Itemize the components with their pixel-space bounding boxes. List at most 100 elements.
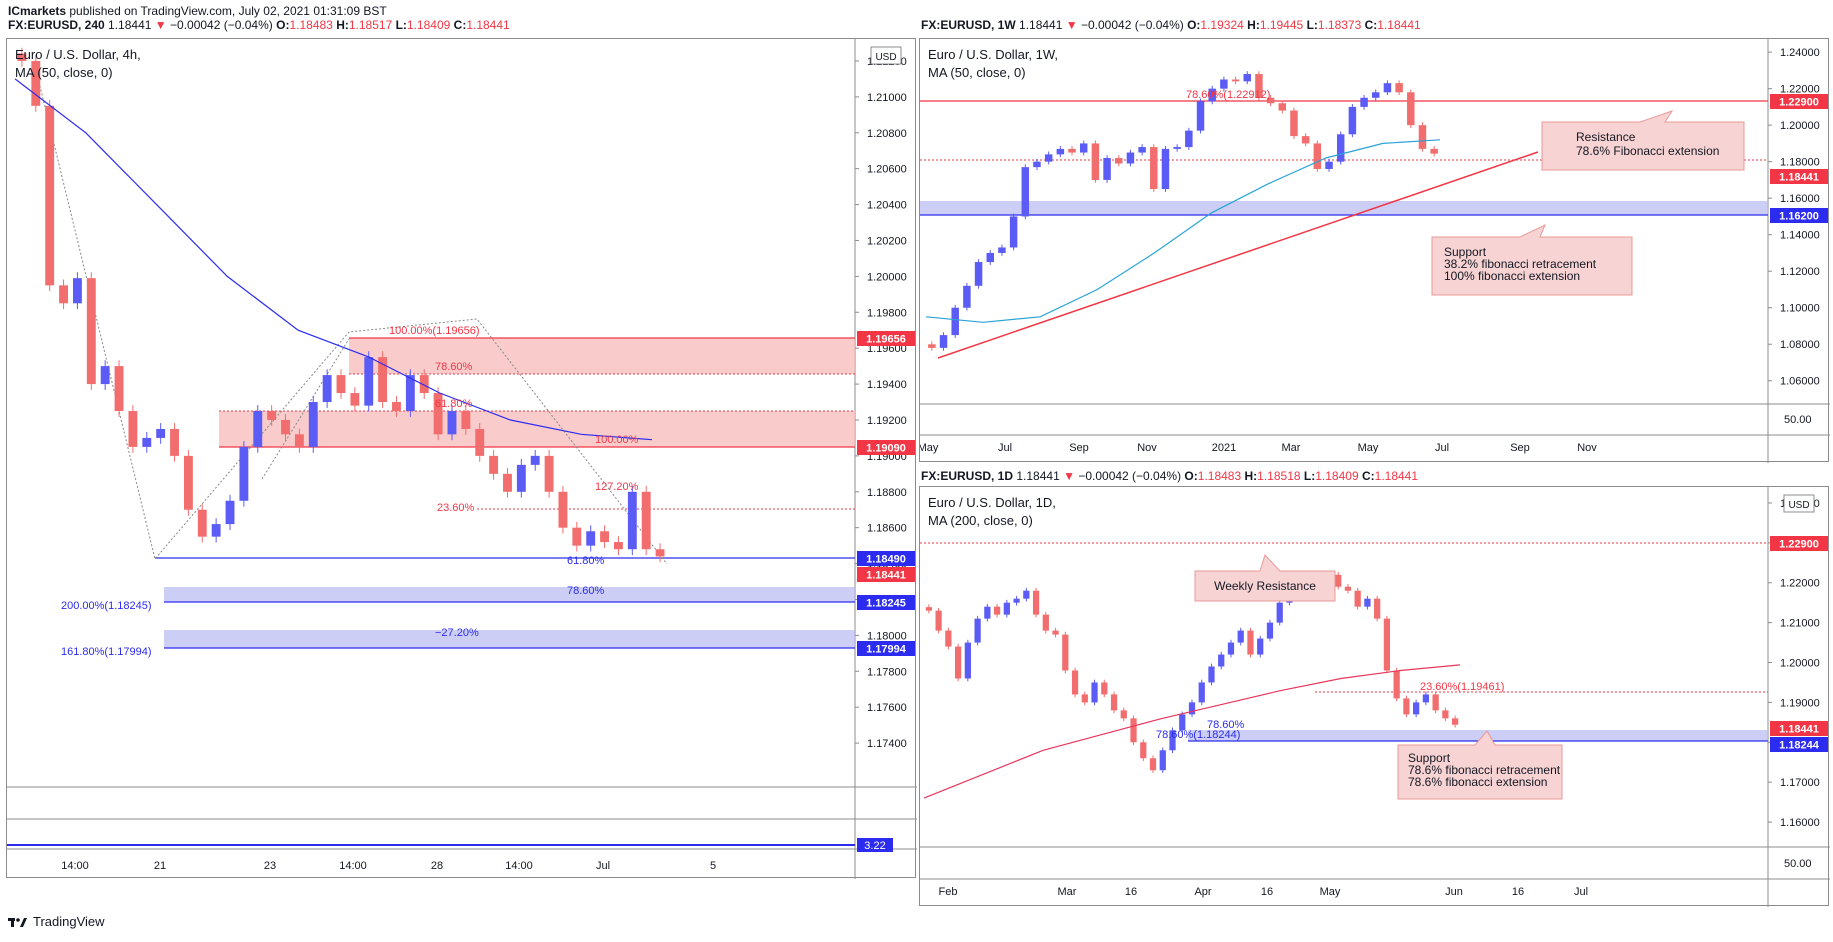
- candle: [1325, 158, 1333, 172]
- candle: [1032, 587, 1040, 618]
- candle: [1021, 164, 1030, 220]
- candle-body: [614, 542, 623, 550]
- candle-body: [939, 335, 948, 348]
- candle: [964, 639, 971, 682]
- last-price: 1.18441: [1019, 18, 1063, 32]
- candle: [1383, 615, 1391, 674]
- callout-box: [1397, 730, 1563, 800]
- chart-panel-1w[interactable]: 78.60%(1.22912) Euro / U.S. Dollar, 1W, …: [918, 38, 1830, 463]
- candle-body: [294, 434, 304, 447]
- symbol-label: FX:EURUSD, 1W: [921, 18, 1016, 32]
- price-axis[interactable]: 1.212001.210001.208001.206001.204001.202…: [855, 56, 907, 750]
- candle-body: [225, 500, 235, 525]
- chart-4h-svg[interactable]: 100.00%(1.19656) 78.60% 61.80% 100.00% 1…: [7, 39, 917, 879]
- y-tick-label: 1.20000: [1780, 120, 1820, 132]
- price-tag: [1770, 208, 1828, 223]
- candle: [1257, 635, 1264, 658]
- support-zone-upper: [164, 587, 855, 602]
- candle-body: [1042, 614, 1049, 631]
- chart-panel-1d[interactable]: 23.60%(1.19461) 78.60%(1.18244) 78.60% E…: [919, 486, 1830, 907]
- tradingview-logo[interactable]: TradingView: [8, 914, 105, 929]
- candle: [1013, 595, 1020, 606]
- candle: [1313, 140, 1322, 172]
- resistance-zone-upper: [349, 338, 855, 374]
- candle: [1169, 727, 1176, 754]
- candles-4h: [17, 47, 665, 563]
- down-arrow-icon: ▼: [154, 18, 167, 32]
- support-callout: Support 78.6% fibonacci retracement 78.6…: [1397, 730, 1563, 800]
- y-tick-label: 1.14000: [1780, 230, 1820, 242]
- candle: [322, 369, 332, 408]
- candle: [336, 369, 346, 399]
- price-axis[interactable]: 1.24000 1.22000 1.20000 1.18000 1.16000 1.140…: [1768, 47, 1820, 388]
- legend-indicator: MA (200, close, 0): [928, 513, 1033, 528]
- chart-panel-4h[interactable]: 100.00%(1.19656) 78.60% 61.80% 100.00% 1…: [6, 38, 917, 879]
- candle-body: [1247, 630, 1254, 655]
- candle: [59, 279, 68, 310]
- candle-body: [935, 610, 942, 631]
- price-change: −0.00042 (−0.04%): [170, 18, 273, 32]
- candle: [925, 604, 932, 614]
- open-value: 1.18483: [1197, 469, 1242, 483]
- callout-line: Support: [1444, 245, 1487, 259]
- candle-body: [1150, 147, 1158, 190]
- candle-body: [1115, 158, 1123, 164]
- candle-body: [86, 278, 96, 385]
- support-zone-lower: [164, 630, 855, 648]
- candle: [1033, 158, 1041, 170]
- candle: [655, 543, 665, 563]
- y-tick-label: 1.17800: [867, 666, 907, 678]
- high-value: 1.18518: [1257, 469, 1301, 483]
- sub-pane-tick: 50.00: [1784, 858, 1812, 870]
- candle-body: [951, 307, 959, 336]
- fib-label: 78.60%(1.18244): [1156, 729, 1240, 741]
- candle-body: [1032, 590, 1040, 615]
- publisher-text: published on TradingView.com, July 02, 2…: [69, 4, 387, 18]
- legend-indicator: MA (50, close, 0): [928, 65, 1026, 80]
- currency-badge: [1783, 494, 1815, 513]
- price-tag-label: 1.22900: [1779, 97, 1819, 109]
- candle: [128, 405, 138, 453]
- x-tick-label: Jul: [596, 860, 610, 872]
- candle: [1372, 89, 1380, 101]
- candle: [1081, 691, 1088, 706]
- candle-body: [1348, 106, 1357, 135]
- chart-1w-svg[interactable]: 78.60%(1.22912) Euro / U.S. Dollar, 1W, …: [918, 39, 1830, 463]
- y-tick-label: 1.20800: [867, 128, 907, 140]
- time-axis[interactable]: Feb Mar 16 Apr 16 May Jun 16 Jul: [939, 886, 1589, 898]
- chart-1d-svg[interactable]: 23.60%(1.19461) 78.60%(1.18244) 78.60% E…: [920, 487, 1830, 907]
- candle: [1208, 85, 1216, 105]
- candle-body: [59, 285, 68, 304]
- price-tag-label: 1.18244: [1779, 740, 1820, 752]
- candle-body: [1149, 758, 1157, 771]
- candle-body: [1418, 125, 1427, 149]
- candle: [1422, 691, 1430, 706]
- candle-body: [945, 630, 952, 647]
- candle-body: [1068, 148, 1076, 153]
- candle-body: [281, 419, 290, 435]
- ma-50-line: [14, 78, 653, 441]
- support-callout: Support 38.2% fibonacci retracement 100%…: [1431, 223, 1633, 296]
- currency-label: USD: [1788, 500, 1809, 511]
- candle-body: [45, 105, 55, 286]
- sub-indicator-value: 3.22: [864, 840, 885, 852]
- candle: [1276, 599, 1283, 626]
- candle-body: [1403, 698, 1410, 715]
- price-tag-label: 1.18441: [1779, 172, 1819, 184]
- candle: [1196, 98, 1205, 134]
- price-tag-label: 1.17994: [866, 644, 907, 656]
- callout-line: 78.6% Fibonacci extension: [1576, 144, 1719, 158]
- candle-body: [1079, 143, 1088, 153]
- time-axis[interactable]: May Jul Sep Nov 2021 Mar May Jul Sep Nov: [918, 442, 1598, 454]
- candle: [86, 272, 96, 390]
- time-axis[interactable]: 14:00 21 23 14:00 28 14:00 Jul 5: [61, 860, 716, 872]
- symbol-label: FX:EURUSD, 240: [8, 18, 105, 32]
- x-tick-label: Nov: [1137, 442, 1157, 454]
- candle-body: [1110, 694, 1118, 711]
- candle: [156, 423, 166, 444]
- candle: [1442, 707, 1449, 722]
- candle: [197, 503, 207, 543]
- candle-body: [1354, 590, 1361, 607]
- candle: [530, 449, 540, 471]
- candle: [641, 485, 651, 556]
